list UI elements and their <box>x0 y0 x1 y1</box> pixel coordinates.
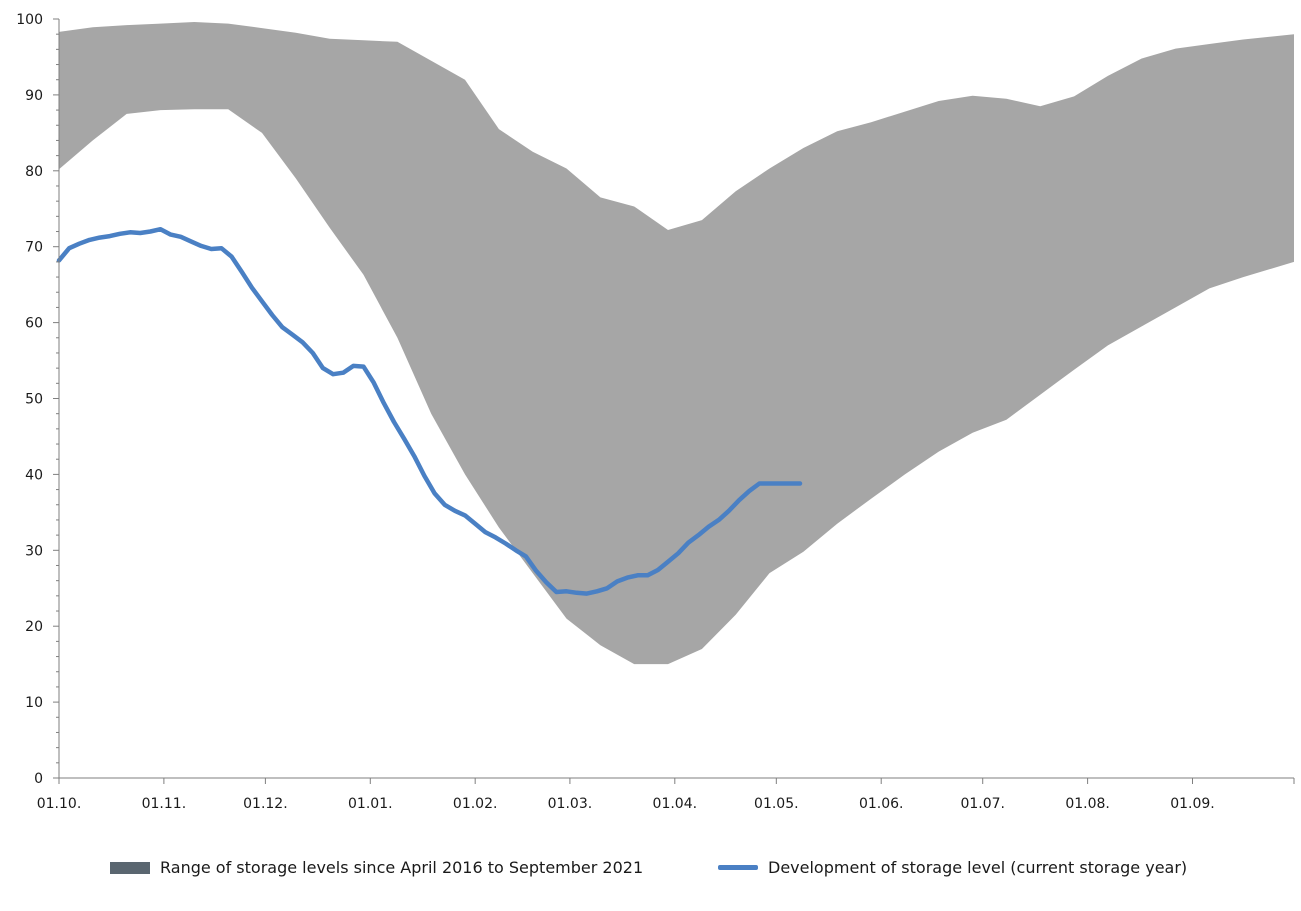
x-tick-label: 01.05. <box>754 796 799 812</box>
x-tick-label: 01.07. <box>960 796 1005 812</box>
y-tick-label: 90 <box>25 88 43 104</box>
y-tick-label: 100 <box>16 12 43 28</box>
legend-item-line: Development of storage level (current st… <box>718 858 1187 877</box>
legend-item-range: Range of storage levels since April 2016… <box>110 858 643 877</box>
y-tick-label: 50 <box>25 392 43 408</box>
y-tick-label: 20 <box>25 619 43 635</box>
x-tick-label: 01.01. <box>348 796 393 812</box>
legend-swatch-range <box>110 861 150 874</box>
x-tick-label: 01.04. <box>653 796 698 812</box>
storage-level-chart: 0 10 20 30 40 50 60 70 80 90 100 01.10. 01.11. 01.12.… <box>16 12 1295 812</box>
x-tick-label: 01.09. <box>1170 796 1215 812</box>
y-tick-label: 30 <box>25 543 43 559</box>
x-tick-label: 01.12. <box>243 796 288 812</box>
x-tick-label: 01.11. <box>142 796 187 812</box>
y-tick-label: 0 <box>34 771 43 787</box>
legend-label-line: Development of storage level (current st… <box>768 858 1188 877</box>
axes-layer <box>53 18 1295 784</box>
storage-level-line <box>56 226 803 596</box>
y-tick-label: 80 <box>25 164 43 180</box>
x-tick-label: 01.06. <box>859 796 904 812</box>
y-tick-label: 10 <box>25 695 43 711</box>
legend-swatch-line <box>718 865 758 870</box>
y-tick-label: 70 <box>25 240 43 256</box>
legend-label-range: Range of storage levels since April 2016… <box>160 858 644 877</box>
tick-labels-layer: 0 10 20 30 40 50 60 70 80 90 100 01.10. 01.11. 01.12.… <box>16 12 1214 812</box>
range-area <box>59 22 1294 665</box>
legend: Range of storage levels since April 2016… <box>0 858 1301 888</box>
range-area-layer <box>59 22 1294 665</box>
y-tick-label: 60 <box>25 316 43 332</box>
x-tick-label: 01.10. <box>37 796 82 812</box>
storage-line-layer <box>56 226 803 596</box>
x-tick-label: 01.08. <box>1065 796 1110 812</box>
y-tick-label: 40 <box>25 467 43 483</box>
x-tick-label: 01.02. <box>453 796 498 812</box>
x-tick-label: 01.03. <box>548 796 593 812</box>
